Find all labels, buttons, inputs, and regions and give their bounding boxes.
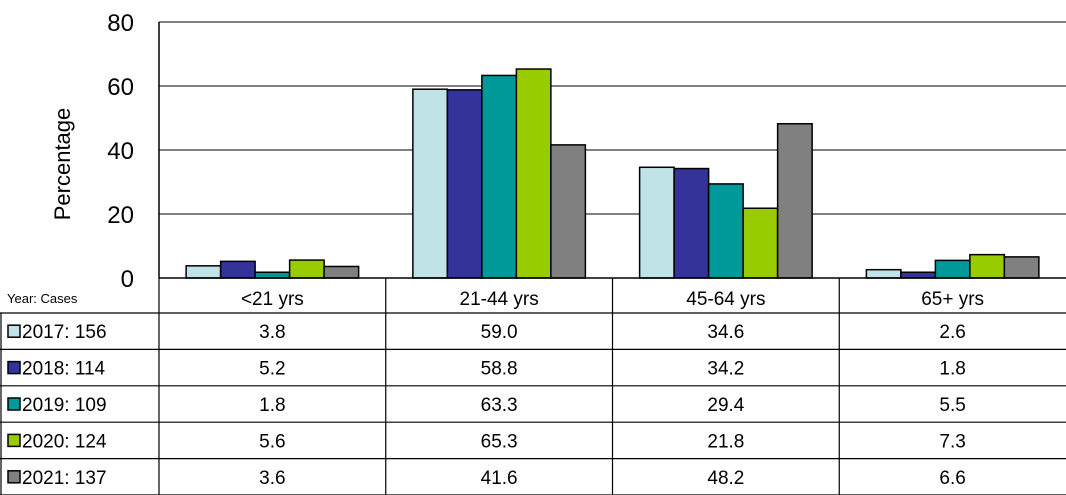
data-value: 3.8 [259, 322, 285, 343]
data-value: 5.2 [259, 359, 285, 380]
data-value: 3.6 [259, 468, 285, 489]
gridlines [159, 21, 1066, 279]
bar [707, 183, 744, 279]
data-value: 65.3 [481, 431, 518, 452]
bar [1003, 256, 1040, 279]
category-label: 21-44 yrs [460, 289, 539, 310]
bar [185, 265, 222, 279]
category-label: <21 yrs [241, 289, 304, 310]
category-label: 65+ yrs [921, 289, 984, 310]
data-value: 5.5 [939, 395, 965, 416]
series-label: 2017: 156 [22, 322, 107, 343]
bar [254, 271, 291, 279]
data-value: 34.2 [707, 359, 744, 380]
bar [515, 68, 552, 279]
data-value: 34.6 [707, 322, 744, 343]
legend-swatch [7, 433, 21, 448]
data-value: 58.8 [481, 359, 518, 380]
data-value: 48.2 [707, 468, 744, 489]
data-value: 1.8 [939, 359, 965, 380]
legend-swatch [7, 470, 21, 484]
legend-swatch [7, 324, 21, 338]
bar [900, 271, 937, 279]
y-tick-label: 80 [107, 10, 134, 37]
bars [185, 68, 1040, 279]
bar [412, 88, 449, 279]
legend-swatch [7, 397, 21, 411]
bar [969, 253, 1006, 279]
y-tick-label: 60 [107, 74, 134, 101]
bar [934, 259, 971, 279]
series-label: 2019: 109 [22, 395, 107, 416]
bar [673, 167, 710, 279]
bar [550, 144, 587, 279]
data-value: 21.8 [707, 431, 744, 452]
data-value: 63.3 [481, 395, 518, 416]
y-tick-label: 40 [107, 138, 134, 165]
y-tick-label: 20 [107, 202, 134, 229]
data-value: 2.6 [939, 322, 965, 343]
series-label: 2020: 124 [22, 431, 107, 452]
bar [776, 123, 813, 279]
table-corner-label: Year: Cases [7, 291, 78, 306]
bar [638, 166, 675, 279]
data-table: Year: Cases <21 yrs 21-44 yrs 45-64 yrs 65+ … [0, 277, 1066, 495]
bar [446, 89, 483, 279]
data-value: 5.6 [259, 431, 285, 452]
data-value: 6.6 [939, 468, 965, 489]
bar [481, 74, 518, 279]
data-value: 41.6 [481, 468, 518, 489]
data-value: 29.4 [707, 395, 744, 416]
bar [323, 265, 360, 279]
axes: 0 20 40 60 80 Percentage [50, 10, 160, 293]
series-label: 2021: 137 [22, 468, 107, 489]
data-value: 1.8 [259, 395, 285, 416]
bar [865, 268, 902, 279]
y-axis-label: Percentage [50, 108, 75, 221]
data-value: 7.3 [939, 431, 965, 452]
y-tick-label: 0 [121, 266, 134, 293]
bar [742, 207, 779, 279]
legend-swatch [7, 360, 21, 375]
bar [219, 260, 256, 279]
bar [288, 259, 325, 279]
series-label: 2018: 114 [22, 359, 106, 380]
data-value: 59.0 [481, 322, 518, 343]
category-label: 45-64 yrs [686, 289, 765, 310]
